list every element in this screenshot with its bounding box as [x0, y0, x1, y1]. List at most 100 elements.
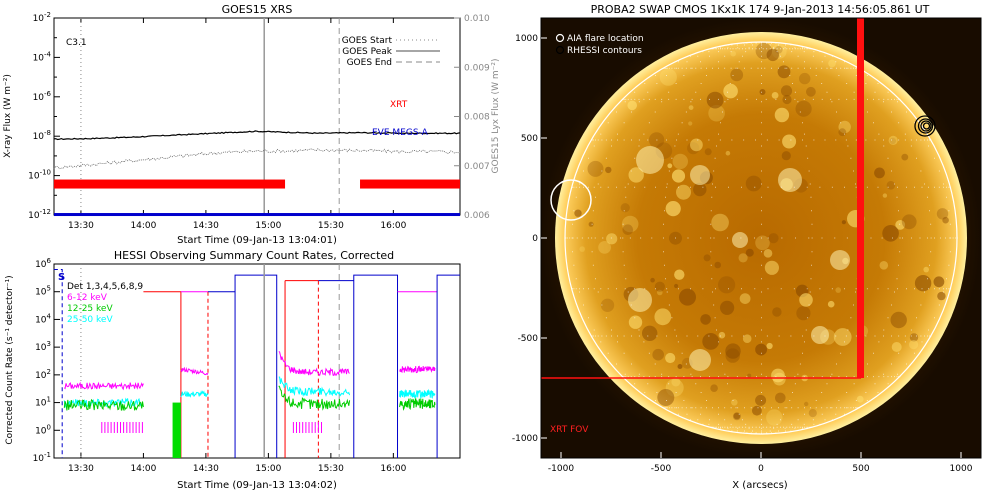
active-region — [628, 288, 652, 312]
solar-feature — [782, 94, 792, 105]
hessi-ytick-label: 102 — [35, 368, 51, 381]
solar-feature — [768, 233, 779, 244]
solar-feature — [606, 233, 618, 245]
hessi-count-line — [278, 385, 351, 411]
active-region — [689, 349, 711, 371]
solar-feature — [652, 348, 664, 361]
xrt-fov-label: XRT FOV — [550, 425, 589, 435]
hessi-ytick-label: 105 — [35, 285, 51, 298]
solar-feature — [674, 269, 685, 280]
hessi-green-block — [172, 402, 181, 458]
goes-ytick-label: 10-8 — [33, 129, 51, 142]
solar-feature — [598, 241, 611, 254]
solar-feature — [677, 364, 683, 369]
solar-feature — [672, 153, 688, 170]
solar-feature — [942, 216, 949, 224]
solar-feature — [657, 389, 675, 406]
goes-ytick-label: 10-2 — [33, 11, 51, 24]
solar-feature — [620, 203, 630, 213]
solar-feature — [706, 91, 724, 109]
solar-feature — [725, 348, 740, 363]
goes-ylabel: X-ray Flux (W m⁻²) — [3, 74, 13, 158]
rhessi-contour — [922, 122, 931, 130]
solar-feature — [588, 221, 594, 227]
solar-feature — [628, 167, 644, 183]
solar-feature — [764, 260, 780, 275]
solar-feature — [693, 182, 707, 197]
hessi-xtick-label: 15:30 — [318, 464, 344, 474]
active-region — [690, 165, 710, 185]
goes-content: 13:30 14:00 14:30 15:00 15:30 16:00 10-12 10-10… — [28, 11, 490, 231]
solar-feature — [909, 333, 919, 342]
swap-xtick-label: 500 — [852, 464, 869, 474]
solar-feature — [771, 92, 779, 99]
solar-feature — [723, 83, 738, 99]
hessi-count-line — [180, 366, 209, 376]
solar-feature — [733, 412, 741, 420]
solar-feature — [702, 333, 720, 350]
hessi-xlabel: Start Time (09-Jan-13 13:04:02) — [177, 480, 337, 491]
hessi-state-line — [318, 274, 399, 458]
active-region — [778, 168, 802, 192]
solar-feature — [799, 72, 811, 85]
solar-feature — [688, 105, 694, 110]
goes-ytick-label: 10-4 — [33, 50, 52, 63]
solar-feature — [654, 308, 672, 326]
hessi-xtick-label: 13:30 — [68, 464, 94, 474]
goes-title: GOES15 XRS — [222, 3, 293, 16]
xrt-label: XRT — [390, 100, 408, 110]
solar-feature — [665, 352, 676, 364]
solar-feature — [755, 394, 767, 406]
swap-legend-label: RHESSI contours — [567, 46, 642, 56]
goes-xlabel: Start Time (09-Jan-13 13:04:01) — [177, 235, 337, 246]
solar-feature — [909, 340, 919, 350]
hessi-ytick-label: 103 — [35, 340, 51, 353]
solar-feature — [901, 153, 909, 161]
hessi-ytick-label: 10-1 — [33, 451, 51, 464]
solar-feature — [628, 315, 643, 329]
solar-feature — [622, 224, 634, 235]
goes-ytick-right-label: 0.006 — [464, 211, 490, 221]
swap-xtick-label: 0 — [758, 464, 764, 474]
solar-feature — [739, 293, 751, 304]
goes-ytick-right-label: 0.009 — [464, 63, 490, 73]
solar-feature — [711, 213, 729, 232]
solar-feature — [745, 248, 754, 257]
aia-flare-circle — [550, 179, 592, 221]
solar-feature — [828, 59, 836, 68]
solar-feature — [657, 289, 663, 296]
solar-feature — [838, 128, 847, 137]
hessi-ytick-label: 106 — [35, 257, 51, 270]
solar-feature — [718, 331, 726, 339]
solar-feature — [782, 134, 797, 149]
solar-feature — [806, 86, 816, 97]
swap-legend-label: AIA flare location — [567, 34, 644, 44]
solar-feature — [732, 412, 741, 421]
goes-legend-label: GOES Start — [342, 36, 393, 46]
goes-xtick-label: 14:30 — [193, 221, 219, 231]
rhessi-contour — [917, 118, 934, 134]
solar-feature — [882, 225, 899, 242]
active-region — [811, 326, 829, 344]
swap-overlays — [541, 18, 936, 379]
hessi-xtick-label: 14:30 — [193, 464, 219, 474]
goes-legend-label: GOES End — [347, 58, 392, 68]
solar-feature — [674, 283, 679, 289]
hessi-count-line — [399, 388, 436, 400]
swap-xtick-label: 1000 — [950, 464, 973, 474]
solar-feature — [690, 138, 703, 152]
hessi-flag-s: S — [58, 272, 65, 283]
solar-feature — [936, 208, 949, 220]
solar-feature — [730, 68, 744, 82]
solar-feature — [889, 137, 896, 145]
swap-axes: -1000 -500 0 500 1000 1000 500 0 -500 -1000 — [512, 34, 973, 474]
solar-feature — [780, 85, 793, 97]
solar-feature — [725, 343, 741, 359]
solar-feature — [886, 181, 896, 190]
goes-xtick-label: 15:30 — [318, 221, 344, 231]
solar-feature — [730, 50, 736, 57]
goes-ylabel-right: GOES15 Lyx Flux (W m⁻²) — [491, 59, 501, 174]
solar-feature — [882, 193, 888, 198]
